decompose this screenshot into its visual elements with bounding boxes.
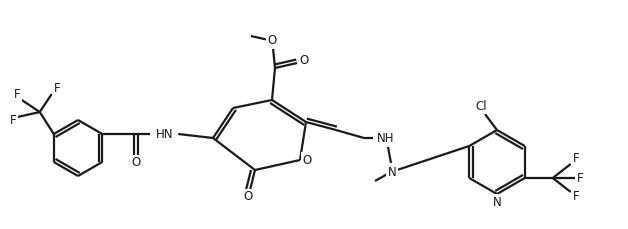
Text: F: F xyxy=(13,88,20,101)
Text: O: O xyxy=(244,191,252,204)
Text: N: N xyxy=(387,166,396,178)
Text: O: O xyxy=(132,156,141,169)
Text: F: F xyxy=(577,172,583,185)
Text: F: F xyxy=(53,82,60,95)
Text: F: F xyxy=(9,114,16,126)
Text: N: N xyxy=(492,196,501,208)
Text: F: F xyxy=(572,191,579,204)
Text: Cl: Cl xyxy=(475,99,487,112)
Text: NH: NH xyxy=(377,131,395,144)
Text: F: F xyxy=(572,153,579,166)
Text: O: O xyxy=(300,55,308,68)
Text: HN: HN xyxy=(156,128,173,141)
Text: O: O xyxy=(268,35,276,47)
Text: O: O xyxy=(302,153,311,166)
